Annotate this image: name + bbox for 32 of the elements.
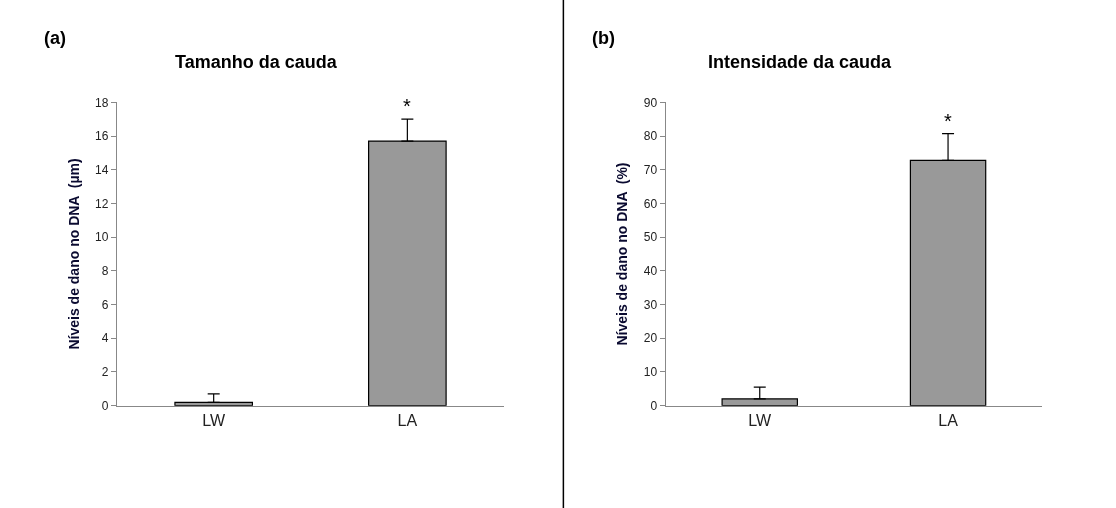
y-tick-label: 60 xyxy=(643,196,658,211)
x-tick-label: LW xyxy=(748,411,773,429)
y-tick-label: 10 xyxy=(643,365,658,380)
y-tick-label: 8 xyxy=(101,264,109,279)
annotation: * xyxy=(944,110,952,132)
y-tick-label: 0 xyxy=(101,398,109,413)
chart-title: Intensidade da cauda xyxy=(708,52,893,72)
y-tick-label: 2 xyxy=(101,365,109,380)
y-tick-label: 80 xyxy=(643,129,658,144)
y-tick-label: 4 xyxy=(101,331,109,346)
chart-title: Tamanho da cauda xyxy=(175,52,338,72)
y-tick-label: 90 xyxy=(643,95,658,110)
x-tick-label: LA xyxy=(938,411,959,429)
y-tick-label: 40 xyxy=(643,264,658,279)
y-tick-label: 50 xyxy=(643,230,658,245)
y-axis-title: Níveis de dano no DNA (%) xyxy=(614,162,631,346)
y-tick-label: 70 xyxy=(643,162,658,177)
text: (b) xyxy=(592,28,615,48)
annotation: * xyxy=(403,95,411,117)
y-tick-label: 30 xyxy=(643,297,658,312)
x-tick-label: LA xyxy=(397,411,418,429)
y-tick-label: 12 xyxy=(95,196,109,211)
y-tick-label: 14 xyxy=(95,162,109,177)
y-tick-label: 18 xyxy=(95,95,109,110)
y-tick-label: 6 xyxy=(101,297,109,312)
y-tick-label: 0 xyxy=(650,398,658,413)
y-tick-label: 10 xyxy=(95,230,109,245)
y-axis-title: Níveis de dano no DNA (µm) xyxy=(65,158,82,350)
text: (a) xyxy=(44,28,66,48)
x-tick-label: LW xyxy=(202,411,226,429)
y-tick-label: 16 xyxy=(95,129,109,144)
y-tick-label: 20 xyxy=(643,331,658,346)
